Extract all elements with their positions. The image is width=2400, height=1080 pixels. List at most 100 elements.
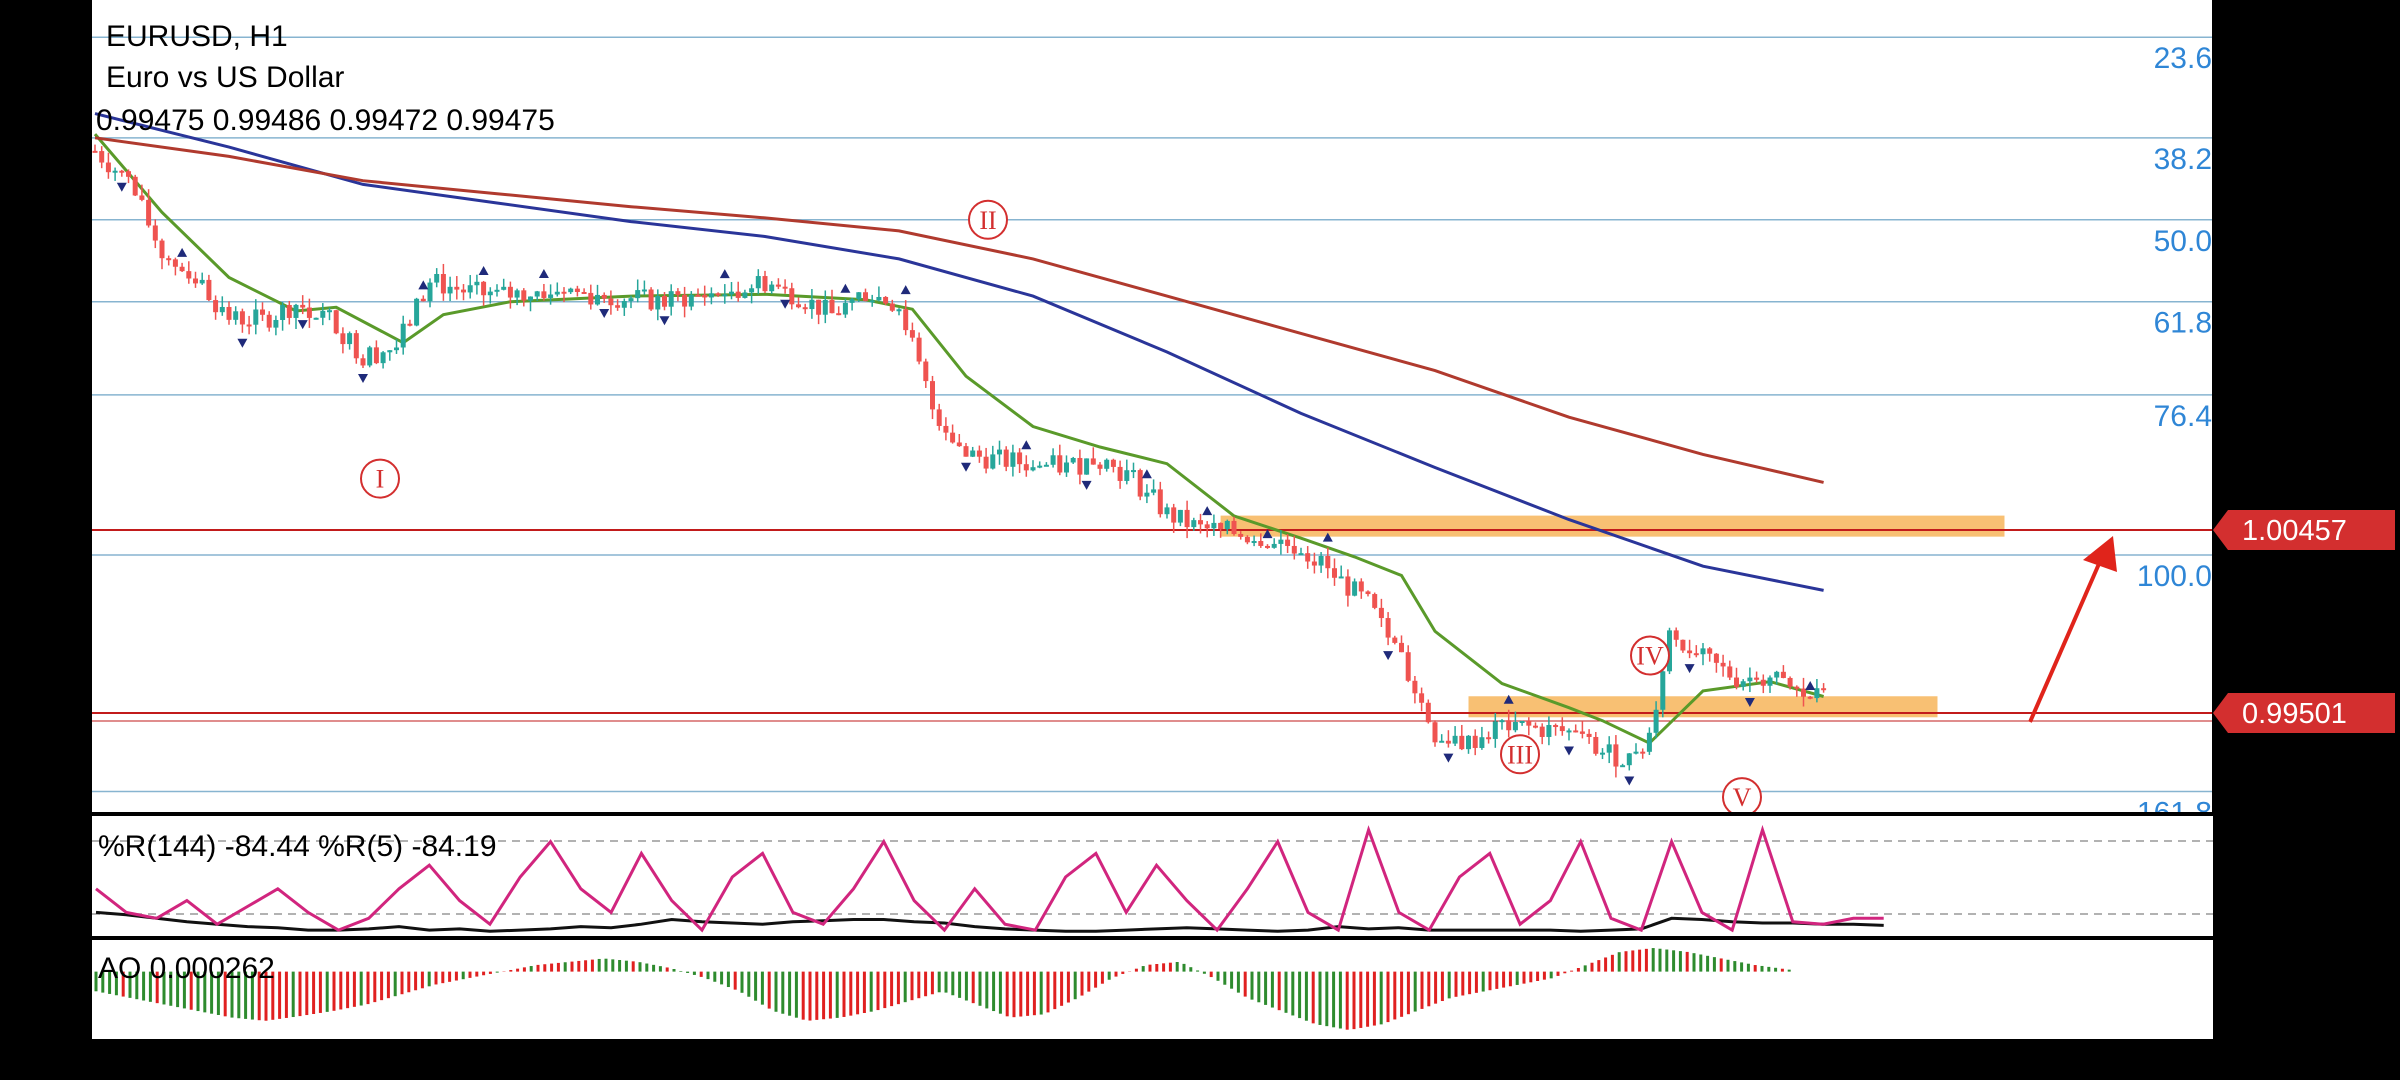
wpr-144-line: [95, 910, 1884, 933]
candle-body: [990, 454, 996, 469]
candle-body: [407, 323, 413, 326]
candle-body: [943, 425, 949, 433]
candle-body: [675, 291, 681, 295]
candle-body: [548, 294, 554, 298]
price-axis[interactable]: 1.03110 1.02650 1.02190 1.01730 1.01270 1.008…: [2213, 7, 2337, 741]
candle-body: [1385, 618, 1391, 638]
candle-body: [1338, 576, 1344, 579]
wpr-lines: [95, 824, 1884, 933]
candle-body: [420, 298, 426, 302]
candle-body: [1332, 568, 1337, 578]
ao-histogram: [94, 948, 1791, 1030]
candle-body: [360, 358, 366, 366]
candle-body: [682, 294, 688, 307]
fractal-down-marker: [297, 320, 308, 330]
candle-body: [621, 301, 627, 308]
fractal-down-marker: [1684, 664, 1695, 674]
candle-body: [1030, 467, 1036, 471]
wpr-panel[interactable]: [92, 816, 2213, 936]
candle-body: [1318, 555, 1324, 566]
candle-body: [1452, 735, 1458, 744]
candle-body: [92, 150, 98, 153]
candle-body: [829, 299, 835, 314]
time-axis[interactable]: 15 Aug 07:00 16 Aug 07:00 17 Aug 07:00 18 A…: [95, 1040, 2116, 1080]
candle-body: [1780, 671, 1786, 678]
candle-body: [1070, 457, 1076, 463]
candle-body: [869, 300, 875, 303]
candle-body: [1472, 735, 1478, 748]
candle-body: [729, 291, 734, 295]
candle-body: [1579, 731, 1585, 734]
candle-body: [822, 299, 828, 315]
candle-body: [521, 290, 527, 301]
candle-body: [789, 288, 795, 305]
fractal-up-marker: [1262, 529, 1273, 539]
candle-body: [139, 195, 145, 200]
candle-body: [1137, 470, 1143, 497]
price-axis-label: 1.01730: [2232, 270, 2337, 302]
candle-body: [300, 304, 306, 308]
candle-body: [688, 294, 694, 307]
candle-body: [1486, 737, 1492, 740]
candle-body: [1177, 509, 1183, 523]
candle-body: [1325, 555, 1331, 569]
candle-body: [1037, 465, 1043, 468]
candle-body: [863, 292, 868, 301]
candle-body: [333, 310, 339, 334]
candle-body: [1405, 652, 1411, 681]
ao-panel[interactable]: [92, 940, 2213, 1040]
fractal-down-marker: [358, 374, 368, 384]
candle-body: [327, 310, 332, 313]
time-axis-label: 22 Aug 07:00: [1415, 1049, 1586, 1080]
candle-body: [1459, 735, 1465, 750]
candle-body: [146, 199, 152, 226]
candle-body: [454, 286, 460, 290]
price-axis-label: 0.99890: [2232, 622, 2337, 654]
candle-body: [1640, 751, 1646, 754]
candle-body: [615, 305, 621, 308]
candle-body: [1419, 693, 1425, 703]
candle-body: [601, 294, 607, 299]
wpr-5-line: [95, 824, 1884, 933]
candle-body: [930, 381, 935, 410]
candle-body: [561, 291, 567, 294]
fractal-up-marker: [1141, 469, 1152, 479]
main-panel[interactable]: [92, 0, 2213, 812]
symbol-description: Euro vs US Dollar: [106, 61, 344, 94]
fractal-up-marker: [1202, 506, 1213, 516]
fractal-down-marker: [1624, 776, 1635, 786]
candle-body: [1760, 679, 1766, 686]
candle-body: [1345, 576, 1351, 596]
candle-body: [1204, 524, 1210, 529]
fractal-up-marker: [478, 265, 489, 275]
candle-body: [306, 307, 312, 318]
candle-body: [762, 276, 768, 292]
candle-body: [427, 282, 433, 302]
candle-body: [715, 293, 721, 296]
fractal-up-marker: [719, 269, 730, 279]
candle-body: [507, 286, 513, 298]
candle-body: [534, 291, 540, 297]
fib-label: 38.2: [2154, 143, 2212, 176]
candle-body: [1687, 650, 1693, 654]
candle-body: [1164, 507, 1170, 515]
candle-body: [1606, 744, 1612, 753]
fib-label: 61.8: [2154, 307, 2212, 340]
candle-body: [239, 311, 245, 325]
wave-label-iii: III: [1500, 734, 1540, 775]
candle-body: [1211, 522, 1217, 529]
candle-body: [1787, 677, 1793, 687]
candle-body: [1399, 642, 1404, 653]
wave-label-text: IV: [1636, 642, 1664, 671]
candle-body: [1546, 725, 1552, 737]
wpr-title: %R(144) -84.44 %R(5) -84.19: [98, 830, 497, 863]
candle-body: [541, 291, 547, 298]
candle-body: [1218, 522, 1224, 530]
candle-body: [802, 307, 808, 310]
moving-averages: [93, 112, 1825, 745]
candle-body: [1110, 459, 1116, 467]
candle-body: [467, 285, 473, 293]
wpr-axis-label-low: -80.00: [2227, 901, 2309, 933]
fractal-down-marker: [1564, 746, 1574, 756]
